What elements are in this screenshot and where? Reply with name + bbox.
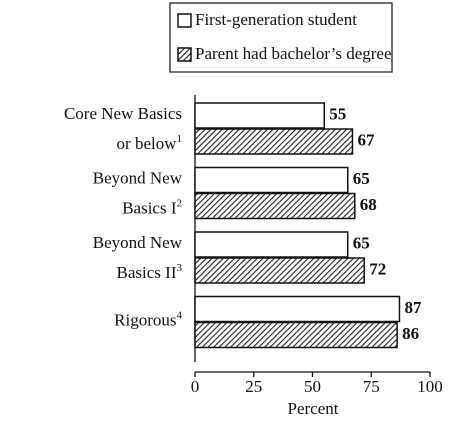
- footnote-marker: 2: [177, 197, 183, 209]
- value-label: 72: [369, 259, 386, 278]
- bar: [194, 257, 365, 284]
- footnote-marker: 3: [177, 262, 183, 274]
- bar: [194, 102, 325, 129]
- bar: [194, 166, 349, 194]
- category-label-line: Beyond New: [93, 168, 183, 187]
- legend-swatch: [177, 47, 192, 62]
- bar: [194, 231, 349, 258]
- category-label-line: or below: [117, 134, 178, 153]
- bar: [194, 295, 401, 323]
- legend-box: [169, 2, 393, 73]
- category-label: Beyond New Basics I2: [93, 168, 183, 217]
- value-label: 67: [357, 130, 375, 149]
- category-label: Core New Basics or below1: [64, 104, 182, 153]
- x-tick-label: 25: [245, 377, 262, 396]
- category-label: Beyond New Basics II3: [93, 233, 183, 282]
- value-label: 87: [404, 298, 422, 317]
- x-tick-label: 75: [363, 377, 380, 396]
- value-label: 55: [329, 104, 346, 123]
- legend-label: First-generation student: [195, 10, 357, 29]
- category-label: Rigorous4: [114, 309, 182, 329]
- category-label-line: Basics I: [122, 198, 177, 217]
- legend-swatch: [177, 13, 192, 28]
- value-label: 68: [360, 195, 377, 214]
- value-label: 86: [402, 324, 419, 343]
- x-tick-label: 0: [191, 377, 200, 396]
- x-axis-label: Percent: [288, 399, 339, 418]
- category-label-line: Basics II: [117, 263, 177, 282]
- value-label: 65: [353, 169, 370, 188]
- category-label-line: Beyond New: [93, 233, 183, 252]
- bar: [194, 321, 398, 349]
- category-label-line: Core New Basics: [64, 104, 182, 123]
- value-label: 65: [353, 233, 370, 252]
- category-label-line: Rigorous: [114, 310, 176, 329]
- bar: [194, 192, 356, 220]
- x-tick-label: 50: [304, 377, 321, 396]
- footnote-marker: 1: [177, 133, 183, 145]
- x-tick-label: 100: [417, 377, 443, 396]
- bar: [194, 128, 354, 155]
- footnote-marker: 4: [177, 309, 183, 321]
- legend-label: Parent had bachelor’s degree: [195, 44, 392, 63]
